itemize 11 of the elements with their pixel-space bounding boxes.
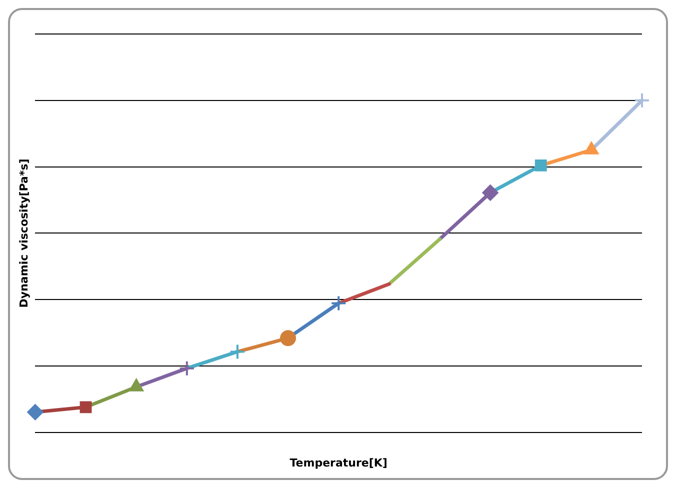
y-axis-title: Dynamic viscosity[Pa*s] [17, 158, 30, 308]
point [482, 184, 498, 201]
point [280, 330, 296, 346]
point [634, 92, 650, 108]
point [330, 295, 347, 312]
point [534, 160, 547, 172]
point [229, 344, 246, 360]
x-axis-title: Temperature[K] [290, 456, 388, 470]
point [27, 404, 44, 420]
point [178, 360, 195, 376]
point [80, 401, 92, 414]
